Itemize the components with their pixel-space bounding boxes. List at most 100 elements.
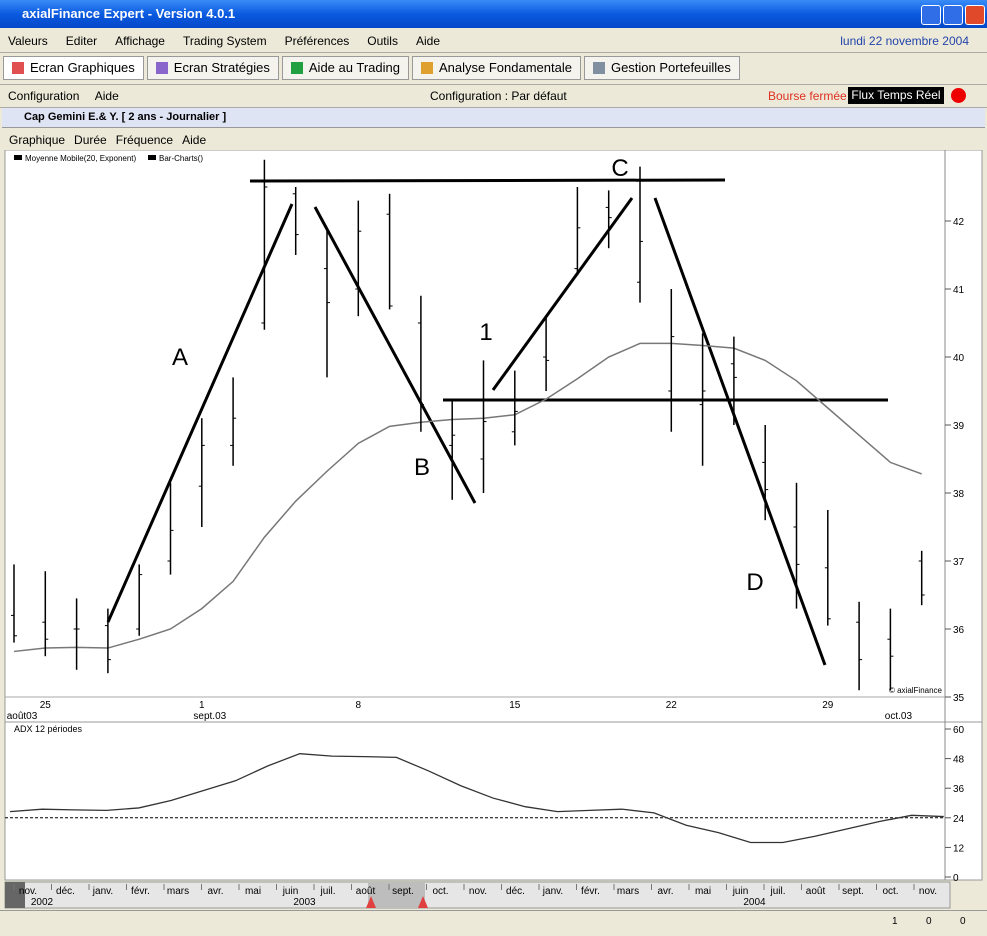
menu-item[interactable]: Graphique <box>9 133 66 147</box>
timeline-month: nov. <box>919 886 937 897</box>
chart-menu: Graphique Durée Fréquence Aide <box>0 130 987 150</box>
timeline-month: juil. <box>769 886 785 897</box>
menu-bar: lundi 22 novembre 2004 Valeurs Editer Affic… <box>0 30 987 53</box>
status-count: 1 <box>892 916 898 927</box>
y-tick-label: 41 <box>953 285 965 296</box>
timeline-month: oct. <box>432 886 448 897</box>
tab-label: Gestion Portefeuilles <box>610 60 731 75</box>
annotation: B <box>414 454 430 481</box>
timeline-month: sept. <box>392 886 414 897</box>
timeline-month: déc. <box>506 886 525 897</box>
x-tick-label: 1 <box>199 700 205 711</box>
chart-window-name: Cap Gemini E.& Y. [ 2 ans - Journalier ] <box>24 111 227 123</box>
y-tick-label: 0 <box>953 873 959 884</box>
tab[interactable]: Ecran Stratégies <box>146 56 279 80</box>
legend-label: Moyenne Mobile(20, Exponent) <box>25 154 137 163</box>
tab-label: Aide au Trading <box>308 60 400 75</box>
toolbar: Configuration Aide Configuration : Par d… <box>0 84 987 108</box>
timeline-month: janv. <box>92 886 113 897</box>
timeline-month: sept. <box>842 886 864 897</box>
timeline-month: mai <box>695 886 711 897</box>
x-tick-label: 22 <box>666 700 678 711</box>
chart-window-title: Cap Gemini E.& Y. [ 2 ans - Journalier ] <box>2 108 985 128</box>
legend-swatch <box>14 155 22 160</box>
title-bar: axialFinance Expert - Version 4.0.1 <box>0 0 987 28</box>
timeline-year: 2003 <box>293 897 316 908</box>
menu-item[interactable]: Fréquence <box>115 133 174 147</box>
timeline-month: mars <box>167 886 189 897</box>
menu-item[interactable]: Valeurs <box>8 34 48 48</box>
annotation: C <box>611 155 628 182</box>
maximize[interactable] <box>943 5 963 25</box>
y-tick-label: 38 <box>953 489 965 500</box>
y-tick-label: 42 <box>953 217 965 228</box>
config-label: Configuration : Par défaut <box>430 89 567 103</box>
tab[interactable]: Gestion Portefeuilles <box>583 56 740 80</box>
tab[interactable]: Analyse Fondamentale <box>411 56 581 80</box>
timeline-selection[interactable] <box>368 882 425 908</box>
timeline-month: nov. <box>19 886 37 897</box>
credit: © axialFinance <box>889 686 943 695</box>
timeline-year: 2002 <box>31 897 54 908</box>
legend-label: Bar-Charts() <box>159 154 203 163</box>
annotation: 1 <box>479 319 492 346</box>
tab[interactable]: Ecran Graphiques <box>3 56 144 80</box>
window-title: axialFinance Expert - Version 4.0.1 <box>22 6 236 21</box>
legend-swatch <box>148 155 156 160</box>
timeline-month: juin <box>732 886 749 897</box>
timeline-month: avr. <box>657 886 673 897</box>
menu-item[interactable]: Configuration <box>8 89 80 103</box>
adx-line <box>9 753 944 844</box>
tab-label: Ecran Stratégies <box>173 60 270 75</box>
price-panel <box>4 150 983 723</box>
y-tick-label: 60 <box>953 725 965 736</box>
menu-item[interactable]: Outils <box>367 34 398 48</box>
x-month-label: oct.03 <box>885 711 913 722</box>
menu-item[interactable]: Aide <box>182 133 207 147</box>
y-tick-label: 36 <box>953 784 965 795</box>
timeline-month: mars <box>617 886 639 897</box>
tab[interactable]: Aide au Trading <box>281 56 409 80</box>
timeline-month: mai <box>245 886 261 897</box>
x-month-label: août03 <box>7 711 38 722</box>
menu-item[interactable]: Préférences <box>284 34 350 48</box>
timeline-month: déc. <box>56 886 75 897</box>
annotation: A <box>172 344 188 371</box>
x-tick-label: 15 <box>509 700 521 711</box>
date: lundi 22 novembre 2004 <box>840 34 969 48</box>
tab-label: Ecran Graphiques <box>30 60 135 75</box>
y-tick-label: 37 <box>953 557 965 568</box>
timeline-month: juin <box>282 886 299 897</box>
x-month-label: sept.03 <box>193 711 226 722</box>
timeline-year: 2004 <box>743 897 766 908</box>
menu-item[interactable]: Editer <box>65 34 98 48</box>
menu-item[interactable]: Affichage <box>115 34 165 48</box>
feed-indicator <box>951 88 966 103</box>
y-tick-label: 48 <box>953 755 965 766</box>
x-tick-label: 8 <box>356 700 362 711</box>
close[interactable] <box>965 5 985 25</box>
minimize[interactable] <box>921 5 941 25</box>
y-tick-label: 35 <box>953 693 965 704</box>
annotation: D <box>746 569 763 596</box>
menu-item[interactable]: Aide <box>94 89 119 103</box>
y-tick-label: 40 <box>953 353 965 364</box>
chart: 35 36 37 38 39 40 41 42 25 1 8 15 22 29 août03 sept.03 o… <box>4 150 983 909</box>
timeline-month: févr. <box>581 886 600 897</box>
tab-icon <box>592 62 605 74</box>
tab-bar: Ecran Graphiques Ecran Stratégies Aide au … <box>0 56 987 82</box>
x-tick-label: 29 <box>822 700 834 711</box>
feed-button[interactable]: Flux Temps Réel <box>848 87 944 104</box>
status-count: 0 <box>960 916 966 927</box>
x-tick-label: 25 <box>40 700 52 711</box>
menu-item[interactable]: Durée <box>74 133 107 147</box>
selection-handle[interactable] <box>366 896 428 908</box>
timeline-month: avr. <box>207 886 223 897</box>
timeline-start <box>5 882 25 908</box>
menu-item[interactable]: Trading System <box>182 34 267 48</box>
panel-title: ADX 12 périodes <box>14 724 83 734</box>
adx-panel <box>4 721 983 881</box>
menu-item[interactable]: Aide <box>415 34 440 48</box>
tab-icon <box>12 62 24 74</box>
